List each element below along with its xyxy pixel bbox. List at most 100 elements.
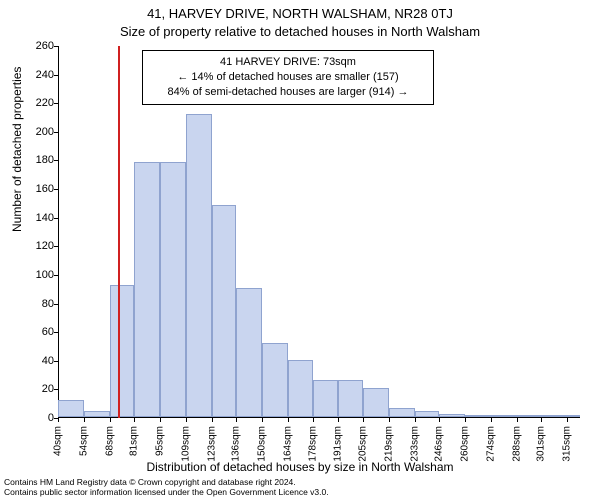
ytick-label: 60 bbox=[24, 326, 54, 338]
ytick-mark bbox=[54, 361, 58, 362]
xtick-label: 233sqm bbox=[410, 426, 421, 462]
ytick-mark bbox=[54, 218, 58, 219]
histogram-bar bbox=[517, 415, 541, 417]
title-address: 41, HARVEY DRIVE, NORTH WALSHAM, NR28 0T… bbox=[0, 6, 600, 21]
ytick-label: 100 bbox=[24, 269, 54, 281]
xtick-label: 81sqm bbox=[128, 426, 139, 456]
xtick-mark bbox=[567, 418, 568, 422]
histogram-bar bbox=[415, 411, 439, 417]
ytick-mark bbox=[54, 304, 58, 305]
ytick-label: 0 bbox=[24, 412, 54, 424]
ytick-label: 220 bbox=[24, 97, 54, 109]
xtick-mark bbox=[186, 418, 187, 422]
xtick-label: 246sqm bbox=[434, 426, 445, 462]
annotation-box: 41 HARVEY DRIVE: 73sqm← 14% of detached … bbox=[142, 50, 434, 105]
histogram-bar bbox=[212, 205, 236, 417]
histogram-bar bbox=[58, 400, 84, 417]
ytick-mark bbox=[54, 46, 58, 47]
ytick-label: 200 bbox=[24, 126, 54, 138]
xtick-mark bbox=[313, 418, 314, 422]
footer-attribution: Contains HM Land Registry data © Crown c… bbox=[4, 478, 329, 498]
ytick-label: 180 bbox=[24, 154, 54, 166]
xtick-label: 288sqm bbox=[512, 426, 523, 462]
xtick-label: 219sqm bbox=[384, 426, 395, 462]
xtick-mark bbox=[415, 418, 416, 422]
xtick-label: 95sqm bbox=[154, 426, 165, 456]
xtick-label: 68sqm bbox=[104, 426, 115, 456]
ytick-label: 140 bbox=[24, 212, 54, 224]
x-axis-line bbox=[58, 417, 580, 418]
histogram-bar bbox=[84, 411, 110, 417]
histogram-bar bbox=[110, 285, 134, 417]
histogram-bar bbox=[262, 343, 288, 417]
y-axis-line bbox=[58, 46, 59, 418]
xtick-mark bbox=[541, 418, 542, 422]
annotation-line: 41 HARVEY DRIVE: 73sqm bbox=[149, 55, 427, 70]
xtick-mark bbox=[236, 418, 237, 422]
plot-area: 40sqm54sqm68sqm81sqm95sqm109sqm123sqm136… bbox=[58, 46, 580, 418]
ytick-label: 120 bbox=[24, 240, 54, 252]
xtick-mark bbox=[517, 418, 518, 422]
histogram-bar bbox=[134, 162, 160, 417]
xtick-mark bbox=[84, 418, 85, 422]
xtick-label: 205sqm bbox=[358, 426, 369, 462]
xtick-label: 109sqm bbox=[180, 426, 191, 462]
xtick-label: 40sqm bbox=[53, 426, 64, 456]
histogram-bar bbox=[567, 415, 580, 417]
ytick-mark bbox=[54, 75, 58, 76]
ytick-label: 160 bbox=[24, 183, 54, 195]
chart-container: 41, HARVEY DRIVE, NORTH WALSHAM, NR28 0T… bbox=[0, 0, 600, 500]
xtick-label: 315sqm bbox=[562, 426, 573, 462]
property-marker-line bbox=[118, 46, 120, 418]
histogram-bar bbox=[439, 414, 465, 417]
ytick-mark bbox=[54, 160, 58, 161]
xtick-label: 274sqm bbox=[486, 426, 497, 462]
xtick-label: 136sqm bbox=[230, 426, 241, 462]
x-axis-label: Distribution of detached houses by size … bbox=[0, 460, 600, 474]
ytick-label: 40 bbox=[24, 355, 54, 367]
ytick-label: 260 bbox=[24, 40, 54, 52]
histogram-bar bbox=[541, 415, 567, 417]
histogram-bar bbox=[160, 162, 186, 417]
xtick-mark bbox=[58, 418, 59, 422]
xtick-mark bbox=[491, 418, 492, 422]
histogram-bar bbox=[338, 380, 364, 417]
xtick-label: 301sqm bbox=[536, 426, 547, 462]
histogram-bar bbox=[236, 288, 262, 417]
xtick-label: 123sqm bbox=[206, 426, 217, 462]
title-subtitle: Size of property relative to detached ho… bbox=[0, 24, 600, 39]
xtick-label: 54sqm bbox=[78, 426, 89, 456]
xtick-mark bbox=[465, 418, 466, 422]
ytick-label: 240 bbox=[24, 69, 54, 81]
xtick-mark bbox=[134, 418, 135, 422]
xtick-label: 178sqm bbox=[308, 426, 319, 462]
footer-line2: Contains public sector information licen… bbox=[4, 488, 329, 498]
xtick-mark bbox=[110, 418, 111, 422]
ytick-mark bbox=[54, 132, 58, 133]
ytick-mark bbox=[54, 189, 58, 190]
histogram-bar bbox=[186, 114, 212, 417]
xtick-label: 260sqm bbox=[460, 426, 471, 462]
xtick-mark bbox=[212, 418, 213, 422]
histogram-bar bbox=[465, 415, 491, 417]
xtick-label: 150sqm bbox=[256, 426, 267, 462]
ytick-mark bbox=[54, 246, 58, 247]
ytick-mark bbox=[54, 332, 58, 333]
xtick-mark bbox=[363, 418, 364, 422]
histogram-bar bbox=[288, 360, 314, 417]
xtick-mark bbox=[439, 418, 440, 422]
ytick-label: 20 bbox=[24, 383, 54, 395]
histogram-bar bbox=[313, 380, 337, 417]
y-axis-label: Number of detached properties bbox=[10, 67, 24, 232]
xtick-mark bbox=[389, 418, 390, 422]
xtick-mark bbox=[160, 418, 161, 422]
annotation-line: ← 14% of detached houses are smaller (15… bbox=[149, 70, 427, 85]
histogram-bar bbox=[363, 388, 389, 417]
ytick-mark bbox=[54, 103, 58, 104]
annotation-line: 84% of semi-detached houses are larger (… bbox=[149, 85, 427, 100]
xtick-mark bbox=[338, 418, 339, 422]
ytick-mark bbox=[54, 275, 58, 276]
histogram-bar bbox=[389, 408, 415, 417]
xtick-label: 191sqm bbox=[332, 426, 343, 462]
ytick-mark bbox=[54, 389, 58, 390]
